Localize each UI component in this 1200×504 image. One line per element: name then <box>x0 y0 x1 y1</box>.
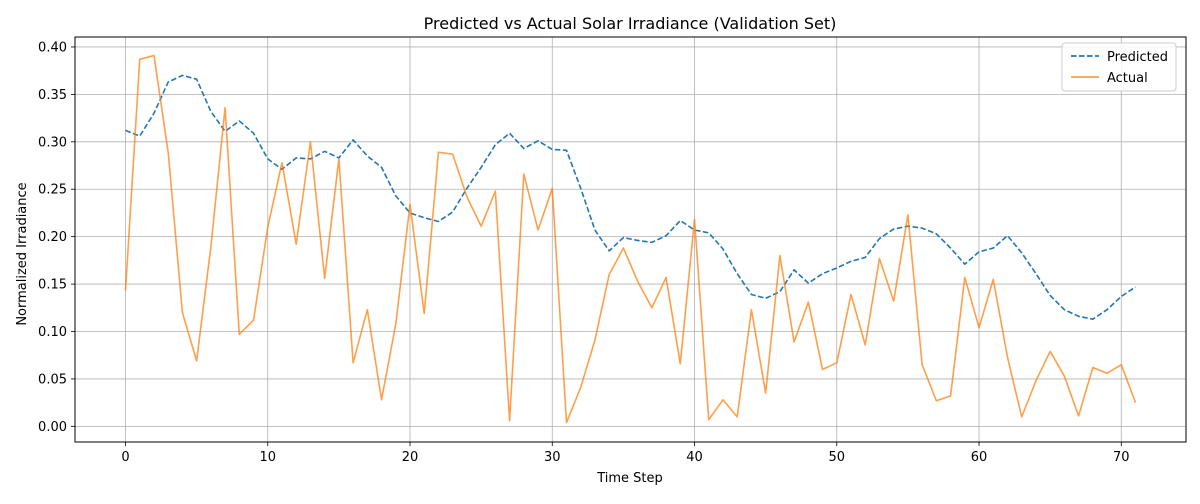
x-tick-label: 20 <box>402 450 419 465</box>
x-tick-label: 30 <box>544 450 561 465</box>
grid <box>75 37 1186 442</box>
y-tick-label: 0.15 <box>38 278 67 293</box>
plot-frame <box>74 36 1187 443</box>
plot-series <box>124 54 1137 424</box>
axis-ticks: 0 10 20 30 40 50 60 70 0.00 0.05 0.10 0.15 0.20 0.25 0… <box>38 40 1130 465</box>
y-tick-label: 0.10 <box>38 325 67 340</box>
x-tick-label: 0 <box>121 450 129 465</box>
y-tick-label: 0.25 <box>38 183 67 198</box>
legend-label-actual: Actual <box>1107 71 1148 86</box>
x-tick-label: 40 <box>686 450 703 465</box>
y-tick-label: 0.05 <box>38 372 67 387</box>
y-tick-label: 0.40 <box>38 40 67 55</box>
series-line-actual <box>124 54 1137 424</box>
series-line-predicted <box>125 74 1136 320</box>
legend-label-predicted: Predicted <box>1107 50 1168 65</box>
y-tick-label: 0.20 <box>38 230 67 245</box>
y-tick-label: 0.00 <box>38 420 67 435</box>
x-tick-label: 60 <box>971 450 988 465</box>
x-tick-label: 70 <box>1113 450 1130 465</box>
legend: Predicted Actual <box>1061 42 1177 92</box>
y-tick-label: 0.30 <box>38 135 67 150</box>
x-tick-label: 50 <box>828 450 845 465</box>
x-tick-label: 10 <box>259 450 276 465</box>
legend-box <box>1061 42 1177 92</box>
y-axis-label: Normalized Irradiance <box>15 182 30 325</box>
y-tick-label: 0.35 <box>38 88 67 103</box>
chart-title: Predicted vs Actual Solar Irradiance (Va… <box>424 14 837 33</box>
x-axis-label: Time Step <box>596 471 663 486</box>
